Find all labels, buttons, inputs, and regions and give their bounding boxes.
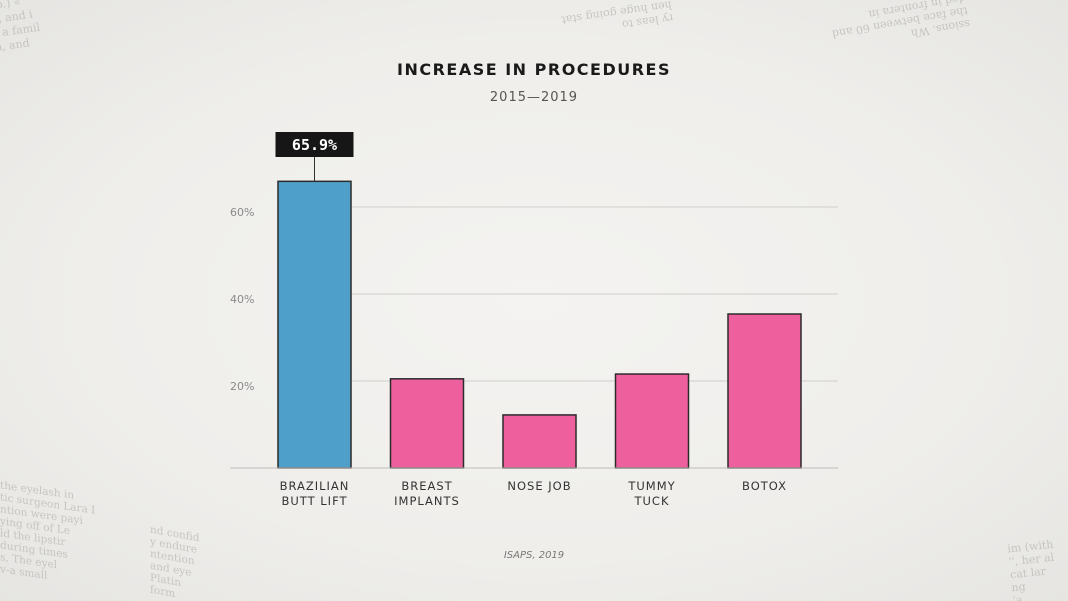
bar [502,414,577,469]
chart-source: ISAPS, 2019 [503,550,565,561]
y-tick-label: 20% [230,380,254,393]
x-tick-label: BUTT LIFT [281,494,347,508]
highlight-callout: 65.9% [275,132,354,182]
y-tick-label: 60% [230,206,254,219]
bar [277,180,352,469]
x-tick-label: TUCK [633,494,669,508]
bar [614,373,690,469]
bar [389,378,465,469]
y-axis-ticks: 20% 40% 60% [230,206,254,393]
x-tick-label: BOTOX [742,479,787,493]
x-tick-label: BREAST [401,479,452,493]
x-tick-label: IMPLANTS [394,494,460,508]
x-tick-label: BRAZILIAN [280,479,350,493]
chart-title: INCREASE IN PROCEDURES [396,60,672,79]
x-tick-label: TUMMY [627,479,675,493]
data-label: 65.9% [292,136,337,154]
chart-subtitle: 2015—2019 [489,90,579,105]
bar [727,313,802,469]
callout-box [275,132,354,157]
x-tick-label: NOSE JOB [507,479,571,493]
y-tick-label: 40% [230,293,254,306]
bars [277,180,802,469]
